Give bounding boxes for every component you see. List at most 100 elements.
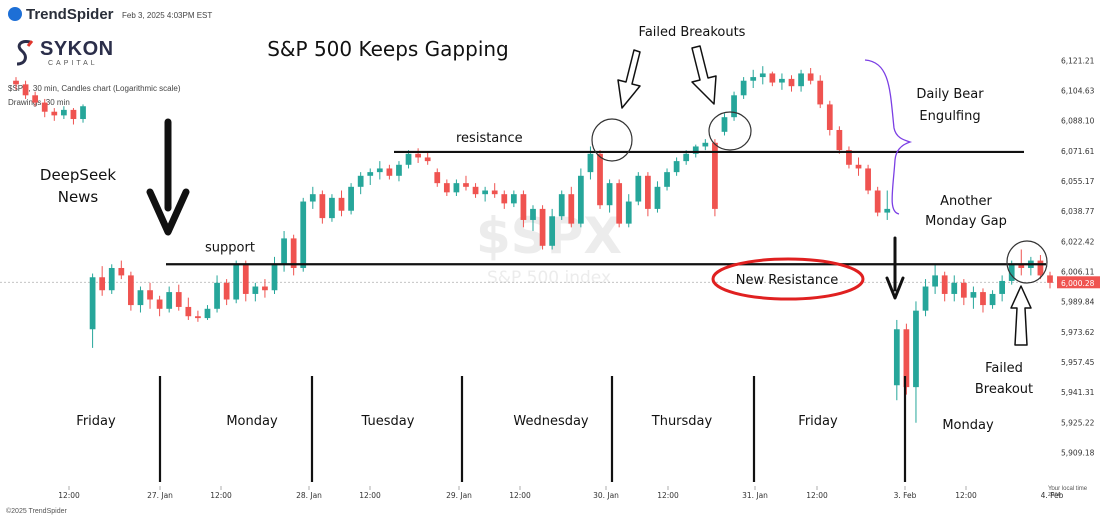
candle-down (616, 183, 623, 224)
candle-up (951, 282, 958, 294)
chart-timestamp: Feb 3, 2025 4:03PM EST (122, 11, 213, 20)
candle-down (826, 104, 833, 130)
candle-down (70, 109, 77, 120)
candle-down (960, 282, 967, 298)
candle-up (759, 73, 766, 78)
y-tick-label: 5,973.62 (1061, 328, 1095, 337)
watermark-ticker: $SPX (476, 207, 622, 265)
day-label-friday: Friday (798, 414, 838, 429)
candle-down (874, 190, 881, 213)
x-tick-label: 12:00 (58, 491, 80, 500)
deepseek-down-arrow-icon (146, 118, 190, 236)
failed-breakout-circle (1006, 240, 1048, 284)
candle-up (357, 175, 364, 187)
day-label-monday: Monday (942, 418, 994, 433)
candle-down (597, 153, 603, 206)
candle-down (520, 194, 527, 220)
watermark-name: S&P 500 index (487, 268, 611, 288)
candle-up (635, 175, 642, 202)
candle-up (233, 264, 240, 300)
candle-up (214, 282, 220, 309)
candle-up (577, 175, 584, 224)
day-label-friday: Friday (76, 414, 116, 429)
daily-bear-engulfing-label: Daily Bear Engulfing (916, 87, 984, 124)
trendspider-logo-icon (8, 7, 22, 21)
y-tick-label: 6,071.61 (1061, 147, 1095, 156)
candle-up (664, 172, 670, 187)
breakout-circle-2 (708, 111, 752, 151)
candle-down (262, 286, 268, 291)
failed-breakout-arrow-2-icon (691, 45, 717, 105)
last-price-label: 6,000.28 (1061, 279, 1095, 288)
candle-up (300, 201, 307, 268)
logo-subtitle: CAPITAL (48, 60, 98, 67)
candle-up (405, 153, 412, 165)
y-tick-label: 5,989.84 (1061, 298, 1095, 307)
y-tick-label: 6,104.63 (1061, 87, 1095, 96)
gap-down-arrow-icon (885, 236, 905, 300)
trendspider-brand: TrendSpider (8, 6, 114, 23)
candle-up (884, 208, 891, 213)
y-tick-label: 6,022.42 (1061, 237, 1095, 246)
bear-engulfing-brace (864, 59, 913, 215)
candle-up (60, 109, 67, 116)
candle-down (175, 292, 182, 307)
candle-down (185, 306, 192, 317)
candle-down (980, 292, 986, 306)
candle-down (118, 267, 125, 276)
candle-up (329, 197, 335, 219)
candle-down (319, 194, 326, 219)
candle-up (721, 117, 728, 132)
y-tick-label: 6,055.17 (1061, 177, 1095, 186)
candle-down (32, 95, 39, 103)
candle-up (692, 146, 699, 154)
candle-up (80, 106, 86, 120)
copyright: ©2025 TrendSpider (6, 508, 67, 515)
candle-down (769, 73, 776, 83)
candle-up (89, 277, 96, 330)
x-tick-label: 12:00 (509, 491, 531, 500)
candle-up (367, 172, 374, 176)
candle-up (510, 194, 517, 204)
y-tick-label: 5,925.22 (1061, 418, 1095, 427)
candle-up (893, 329, 900, 386)
candle-up (252, 286, 259, 294)
candle-up (798, 73, 804, 87)
x-tick-label: 31. Jan (742, 491, 768, 500)
candle-up (309, 194, 316, 202)
x-tick-label: 4. Feb (1041, 491, 1064, 500)
candle-up (453, 183, 460, 193)
day-label-tuesday: Tuesday (361, 414, 415, 429)
candle-up (702, 142, 709, 147)
x-tick-label: 12:00 (210, 491, 232, 500)
candle-down (290, 238, 297, 268)
candle-down (807, 73, 814, 81)
y-tick-label: 5,909.18 (1061, 448, 1095, 457)
y-tick-label: 6,088.10 (1061, 117, 1095, 126)
sykon-s-emblem-icon (16, 40, 34, 66)
y-tick-label: 6,006.11 (1061, 267, 1095, 276)
candle-up (922, 286, 929, 311)
candle-up (654, 186, 661, 209)
candle-up (999, 280, 1006, 294)
candle-up (204, 308, 211, 319)
y-tick-label: 5,957.45 (1061, 358, 1095, 367)
candle-up (108, 267, 115, 291)
candle-down (415, 153, 421, 158)
candle-down (941, 275, 948, 294)
candle-down (223, 282, 230, 300)
candle-up (587, 153, 594, 173)
candle-down (424, 157, 431, 162)
failed-breakout-up-arrow-icon (1010, 285, 1032, 346)
candle-down (645, 175, 651, 209)
candle-up (683, 153, 690, 162)
day-label-thursday: Thursday (651, 414, 713, 429)
x-tick-label: 12:00 (657, 491, 679, 500)
candle-up (606, 183, 613, 206)
candle-down (501, 194, 508, 204)
x-tick-label: 30. Jan (593, 491, 619, 500)
candle-down (865, 168, 871, 191)
failed-breakout-arrow-1-icon (617, 49, 641, 109)
sykon-capital-logo: SYKON CAPITAL (12, 38, 122, 70)
